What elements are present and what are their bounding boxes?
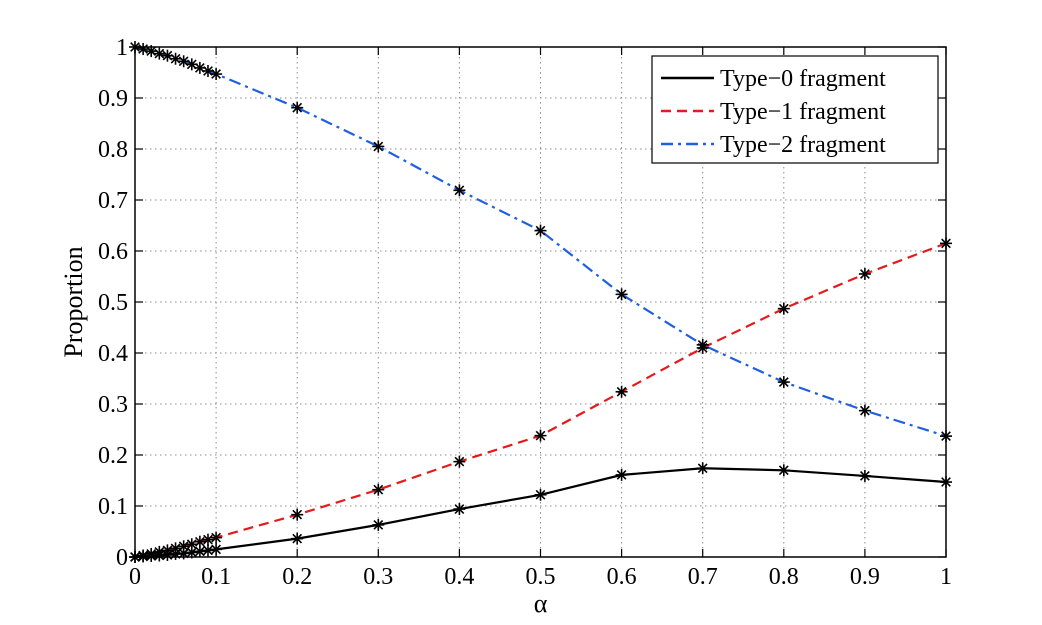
x-tick-label: 0.5 bbox=[526, 564, 556, 590]
data-point bbox=[291, 508, 304, 521]
data-point bbox=[291, 101, 304, 114]
data-point bbox=[615, 288, 628, 301]
data-point bbox=[153, 545, 166, 558]
data-point bbox=[858, 469, 871, 482]
data-point bbox=[291, 532, 304, 545]
axis-ticks bbox=[134, 46, 947, 558]
y-tick-label: 0.1 bbox=[98, 494, 128, 520]
y-tick-label: 0.8 bbox=[98, 137, 128, 163]
x-tick-label: 0.4 bbox=[444, 564, 474, 590]
data-point bbox=[201, 533, 214, 546]
legend-entry: Type−0 fragment bbox=[661, 66, 886, 92]
data-point bbox=[161, 544, 174, 557]
y-tick-label: 0.3 bbox=[98, 392, 128, 418]
data-point bbox=[696, 338, 709, 351]
data-point bbox=[169, 542, 182, 555]
legend-label: Type−2 fragment bbox=[720, 132, 886, 158]
data-point bbox=[696, 462, 709, 475]
legend-label: Type−0 fragment bbox=[720, 66, 886, 92]
data-point bbox=[615, 468, 628, 481]
x-axis-tick-labels: 0 0.1 0.2 0.3 0.4 0.5 0.6 0.7 0.8 0.9 1 bbox=[129, 564, 952, 590]
legend-entry: Type−2 fragment bbox=[661, 132, 886, 158]
x-tick-label: 0.8 bbox=[769, 564, 799, 590]
data-point bbox=[201, 544, 214, 557]
y-tick-label: 0.6 bbox=[98, 239, 128, 265]
data-point bbox=[777, 302, 790, 315]
data-point bbox=[372, 518, 385, 531]
data-point bbox=[185, 538, 198, 551]
data-point bbox=[615, 385, 628, 398]
data-point bbox=[137, 43, 150, 56]
data-point bbox=[534, 488, 547, 501]
data-point bbox=[145, 547, 158, 560]
x-tick-label: 0.2 bbox=[282, 564, 312, 590]
legend-box bbox=[651, 55, 939, 164]
x-tick-label: 0.7 bbox=[688, 564, 718, 590]
y-tick-label: 0 bbox=[116, 545, 128, 571]
data-point bbox=[453, 184, 466, 197]
data-point bbox=[858, 404, 871, 417]
legend-label: Type−1 fragment bbox=[720, 99, 886, 125]
data-point bbox=[153, 47, 166, 60]
y-tick-label: 0.4 bbox=[98, 341, 128, 367]
data-point bbox=[534, 429, 547, 442]
y-tick-label: 0.2 bbox=[98, 443, 128, 469]
x-tick-label: 0.9 bbox=[850, 564, 880, 590]
x-tick-label: 0.3 bbox=[363, 564, 393, 590]
data-point bbox=[210, 531, 223, 544]
data-point bbox=[137, 549, 150, 562]
data-point bbox=[777, 464, 790, 477]
x-tick-label: 0 bbox=[129, 564, 141, 590]
data-point bbox=[534, 224, 547, 237]
data-point bbox=[777, 376, 790, 389]
data-point bbox=[372, 483, 385, 496]
data-point bbox=[372, 140, 385, 153]
data-point bbox=[210, 68, 223, 81]
y-axis-label: Proportion bbox=[59, 246, 88, 357]
x-tick-label: 1 bbox=[940, 564, 952, 590]
legend: Type−0 fragment Type−1 fragment Type−2 fra… bbox=[651, 55, 939, 164]
data-point bbox=[858, 267, 871, 280]
data-point bbox=[193, 535, 206, 548]
y-tick-label: 1 bbox=[116, 35, 128, 61]
legend-entry: Type−1 fragment bbox=[661, 99, 886, 125]
data-point bbox=[453, 503, 466, 516]
x-tick-label: 0.1 bbox=[201, 564, 231, 590]
series-line-1 bbox=[134, 242, 947, 559]
y-axis-tick-labels: 0 0.1 0.2 0.3 0.4 0.5 0.6 0.7 0.8 0.9 1 bbox=[98, 35, 128, 571]
data-point bbox=[177, 540, 190, 553]
x-axis-label: α bbox=[534, 589, 548, 618]
y-tick-label: 0.5 bbox=[98, 290, 128, 316]
data-point bbox=[169, 52, 182, 65]
y-tick-label: 0.9 bbox=[98, 86, 128, 112]
y-tick-label: 0.7 bbox=[98, 188, 128, 214]
x-tick-label: 0.6 bbox=[607, 564, 637, 590]
data-point bbox=[453, 455, 466, 468]
markers-layer bbox=[129, 41, 952, 563]
